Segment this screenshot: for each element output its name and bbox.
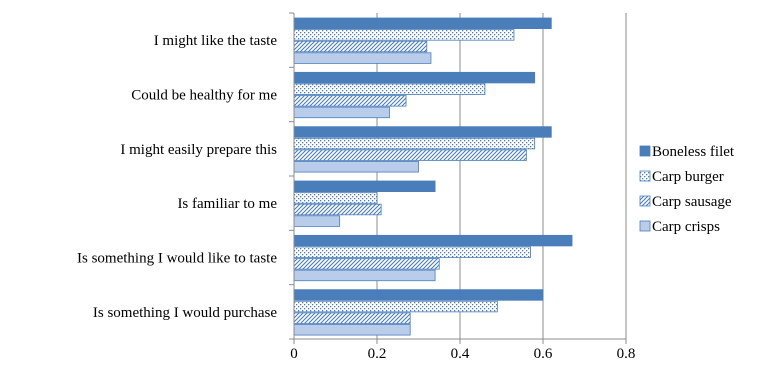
bar bbox=[293, 106, 390, 119]
x-tick-label: 0.4 bbox=[451, 346, 470, 362]
x-tick-label: 0.6 bbox=[534, 346, 553, 362]
legend-label: Carp burger bbox=[652, 169, 724, 185]
category-label: Is something I would like to taste bbox=[77, 251, 277, 267]
bar bbox=[293, 180, 436, 193]
legend-swatch bbox=[639, 195, 651, 207]
bar bbox=[293, 300, 498, 313]
bar bbox=[293, 126, 552, 138]
bars bbox=[293, 17, 573, 336]
bar bbox=[293, 258, 440, 270]
legend-swatch bbox=[639, 145, 651, 157]
labels: 0 0.2 0.4 0.6 0.8 I might like the taste Could… bbox=[77, 33, 635, 362]
bar bbox=[293, 203, 382, 216]
category-label: Is something I would purchase bbox=[93, 305, 277, 321]
x-tick-label: 0.2 bbox=[368, 346, 387, 362]
axes bbox=[289, 12, 627, 344]
bar bbox=[293, 137, 536, 150]
x-tick-label: 0 bbox=[290, 346, 298, 362]
gridlines bbox=[376, 13, 627, 339]
bar bbox=[293, 71, 536, 84]
legend-swatch bbox=[639, 220, 651, 232]
bar bbox=[293, 83, 486, 95]
legend-label: Carp crisps bbox=[652, 219, 720, 235]
legend-label: Carp sausage bbox=[652, 194, 732, 210]
bar bbox=[293, 192, 378, 204]
bar bbox=[293, 215, 341, 227]
bar bbox=[293, 246, 531, 258]
category-label: I might easily prepare this bbox=[120, 142, 277, 158]
bar bbox=[293, 40, 428, 53]
bar bbox=[293, 269, 436, 282]
category-label: Could be healthy for me bbox=[131, 88, 277, 104]
bar bbox=[293, 289, 544, 301]
bar bbox=[293, 234, 573, 247]
bar bbox=[293, 161, 419, 173]
bar bbox=[293, 29, 515, 41]
bar bbox=[293, 312, 411, 324]
category-label: Is familiar to me bbox=[177, 196, 277, 212]
bar bbox=[293, 52, 432, 64]
bar bbox=[293, 149, 527, 161]
bar bbox=[293, 95, 407, 107]
legend-swatch bbox=[639, 170, 651, 182]
legend: Boneless filet Carp burger Carp sausage Car… bbox=[639, 144, 735, 235]
bar bbox=[293, 17, 552, 30]
bar bbox=[293, 324, 411, 336]
legend-label: Boneless filet bbox=[652, 144, 735, 160]
x-tick-label: 0.8 bbox=[617, 346, 636, 362]
category-label: I might like the taste bbox=[154, 33, 278, 49]
